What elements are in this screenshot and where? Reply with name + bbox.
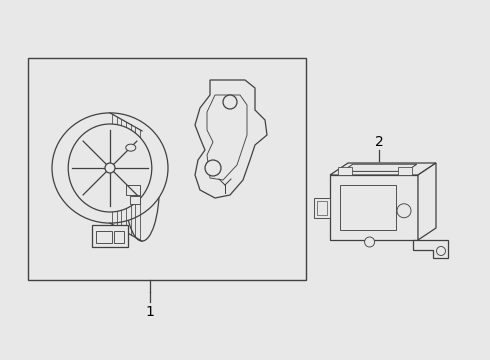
- Bar: [330, 175, 418, 240]
- Ellipse shape: [126, 144, 136, 151]
- Circle shape: [205, 160, 221, 176]
- Bar: [28, 58, 306, 280]
- Circle shape: [437, 247, 445, 256]
- Bar: [340, 185, 396, 230]
- Circle shape: [397, 204, 411, 218]
- Bar: [398, 167, 412, 175]
- Bar: [126, 185, 140, 194]
- Text: 2: 2: [375, 135, 384, 149]
- Ellipse shape: [52, 113, 168, 223]
- Polygon shape: [413, 240, 448, 258]
- Ellipse shape: [124, 131, 159, 241]
- Circle shape: [105, 163, 115, 173]
- Circle shape: [365, 237, 374, 247]
- Circle shape: [223, 95, 237, 109]
- Polygon shape: [418, 163, 436, 240]
- Bar: [96, 231, 112, 243]
- Polygon shape: [330, 163, 436, 175]
- Bar: [92, 225, 128, 247]
- Bar: [314, 198, 330, 218]
- Ellipse shape: [68, 124, 152, 212]
- Polygon shape: [342, 164, 417, 171]
- Bar: [317, 201, 327, 215]
- Bar: [338, 167, 352, 175]
- Polygon shape: [195, 80, 267, 198]
- Text: 1: 1: [146, 305, 154, 319]
- Bar: [114, 231, 124, 243]
- Bar: [130, 195, 140, 203]
